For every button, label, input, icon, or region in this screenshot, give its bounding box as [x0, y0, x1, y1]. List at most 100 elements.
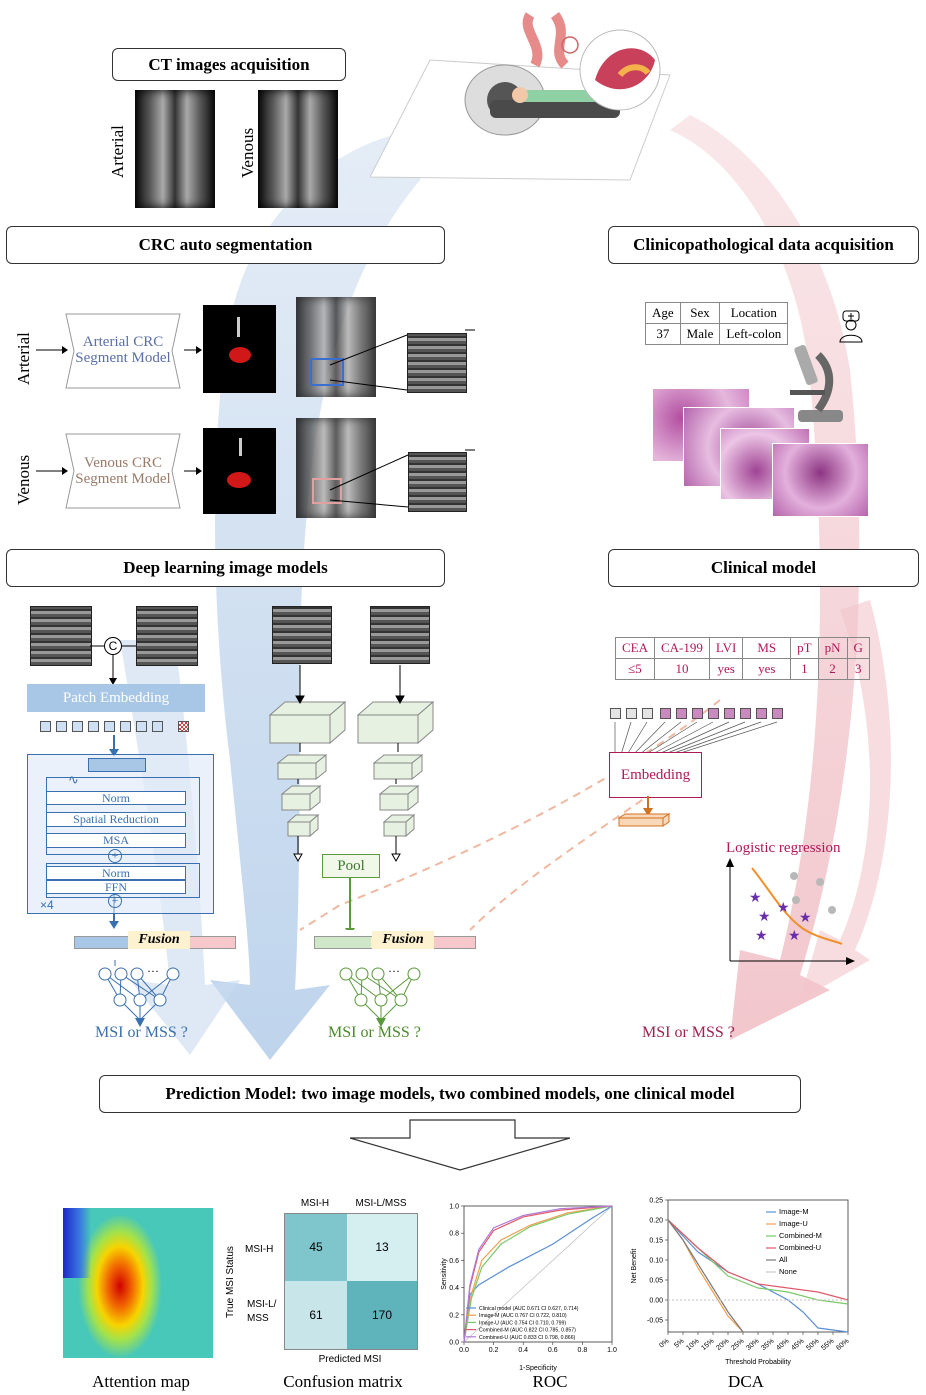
venous-seg-arrows — [36, 467, 202, 475]
legend-label-5: None — [779, 1267, 797, 1276]
confusion-col-header-2: MSI-L/MSS — [355, 1198, 407, 1209]
venous-roi-box — [312, 478, 342, 504]
patient-header-age: Age — [645, 302, 681, 324]
x-tick-label: 0.6 — [548, 1347, 558, 1354]
svg-text:★: ★ — [755, 929, 768, 944]
msa-block: MSA — [46, 833, 186, 848]
label-arterial-ct: Arterial — [108, 125, 127, 178]
legend-label-3: Combined-M (AUC 0.822 CI 0.785, 0.857) — [479, 1328, 576, 1334]
clin-header-ca199: CA-199 — [654, 637, 710, 659]
label-arterial-seg: Arterial — [14, 332, 33, 385]
venous-ct-roi — [296, 418, 376, 518]
clinical-features-table: CEA CA-199 LVI MS pT pN G ≤5 10 yes yes … — [615, 637, 870, 680]
positional-symbol: ∿ — [68, 772, 79, 787]
svg-text:★: ★ — [749, 891, 762, 906]
venous-model-line2: Segment Model — [75, 471, 171, 487]
patient-value-age: 37 — [645, 323, 681, 345]
spatial-reduction-block: Spatial Reduction — [46, 812, 186, 827]
pool-block: Pool — [322, 854, 380, 878]
series-line-4 — [667, 1219, 744, 1333]
x-tick-label: 20% — [715, 1338, 730, 1352]
patient-header-sex: Sex — [679, 302, 721, 324]
y-tick-label: 0.8 — [449, 1231, 459, 1238]
clin-value-pt: 1 — [790, 658, 819, 680]
patient-value-sex: Male — [679, 323, 721, 345]
legend-label-0: Clinical model (AUC 0.671 CI 0.627, 0.71… — [479, 1306, 579, 1312]
repeat-label: ×4 — [40, 898, 54, 912]
output-cnn: MSI or MSS ? — [328, 1024, 421, 1041]
y-tick-label: 0.05 — [649, 1278, 663, 1285]
attention-map — [63, 1208, 213, 1358]
x-tick-label: 40% — [775, 1338, 790, 1352]
header-clinicopathological: Clinicopathological data acquisition — [608, 226, 919, 264]
x-tick-label: 0% — [658, 1338, 670, 1350]
legend-label-3: Combined-U — [779, 1243, 821, 1252]
output-transformer: MSI or MSS ? — [95, 1024, 188, 1041]
norm-block-1: Norm — [46, 791, 186, 805]
clin-header-lvi: LVI — [708, 637, 744, 659]
header-ct-acquisition: CT images acquisition — [112, 48, 346, 81]
svg-text:★: ★ — [758, 910, 771, 925]
label-venous-ct: Venous — [238, 127, 257, 178]
patch-tokens — [40, 721, 190, 735]
transformer-top-bar — [88, 758, 146, 772]
confusion-grid: 45 13 61 170 — [284, 1213, 418, 1350]
tf-input-cube-arterial — [30, 606, 92, 666]
tf-classifier-network: ··· — [98, 960, 180, 1027]
clin-value-cea: ≤5 — [615, 658, 655, 680]
x-tick-label: 5% — [673, 1338, 685, 1350]
x-tick-label: 50% — [805, 1338, 820, 1352]
roc-chart: 0.0 0.2 0.4 0.6 0.8 1.0 0.0 0.2 0.4 0.6 0.8 1.0 1-Sp… — [441, 1204, 617, 1373]
confusion-cell-11: 170 — [347, 1281, 417, 1349]
clin-value-g: 3 — [846, 658, 870, 680]
header-deep-learning: Deep learning image models — [6, 549, 445, 587]
concat-symbol: C — [104, 637, 122, 655]
svg-text:★: ★ — [777, 901, 790, 916]
series-line-3 — [667, 1219, 849, 1301]
tf-concat-lines — [90, 645, 136, 685]
add-symbol-1: + — [108, 849, 122, 863]
y-tick-label: 0.00 — [649, 1298, 663, 1305]
x-tick-label: 55% — [820, 1338, 835, 1352]
x-tick-label: 0.8 — [578, 1347, 588, 1354]
confusion-cell-00: 45 — [285, 1214, 347, 1281]
cnn-layers — [268, 665, 435, 930]
x-tick-label: 25% — [730, 1338, 745, 1352]
confusion-xlabel: Predicted MSI — [318, 1354, 382, 1365]
x-tick-label: 45% — [790, 1338, 805, 1352]
clin-value-ms: yes — [742, 658, 792, 680]
x-tick-label: 0.4 — [518, 1347, 528, 1354]
confusion-row-header-1: MSI-H — [245, 1244, 274, 1255]
clin-header-pn: pN — [817, 637, 848, 659]
y-tick-label: 0.15 — [649, 1238, 663, 1245]
tf-input-cube-venous — [136, 606, 198, 666]
confusion-row-header-2: MSI-L/ MSS — [247, 1299, 277, 1324]
y-axis-label: Net Benefit — [631, 1249, 638, 1284]
x-tick-label: 35% — [760, 1338, 775, 1352]
header-crc-segmentation: CRC auto segmentation — [6, 226, 445, 264]
y-tick-label: -0.05 — [647, 1318, 663, 1325]
caption-confusion: Confusion matrix — [283, 1372, 403, 1391]
venous-roi-cube — [408, 452, 467, 512]
venous-roi-lines — [329, 449, 475, 508]
venous-mask-image — [203, 428, 276, 514]
confusion-ylabel: True MSI Status — [225, 1246, 236, 1318]
caption-attention: Attention map — [92, 1372, 190, 1391]
arterial-roi-box — [310, 358, 344, 386]
doctor-icon — [839, 310, 863, 343]
arterial-seg-arrows — [36, 346, 202, 354]
fusion-label-tf: Fusion — [128, 931, 190, 949]
y-tick-label: 0.10 — [649, 1258, 663, 1265]
patient-header-location: Location — [719, 302, 789, 324]
arterial-mask-image — [203, 305, 276, 393]
clin-value-ca199: 10 — [654, 658, 710, 680]
x-tick-label: 60% — [835, 1338, 850, 1352]
x-tick-label: 10% — [685, 1338, 700, 1352]
reference-diagonal — [463, 1205, 613, 1343]
series-line-2 — [463, 1205, 613, 1343]
venous-segment-model: Venous CRC Segment Model — [64, 451, 182, 491]
label-venous-seg: Venous — [14, 454, 33, 505]
patient-value-location: Left-colon — [719, 323, 789, 345]
arterial-roi-lines — [329, 329, 475, 391]
cnn-input-cube-arterial — [272, 606, 332, 664]
